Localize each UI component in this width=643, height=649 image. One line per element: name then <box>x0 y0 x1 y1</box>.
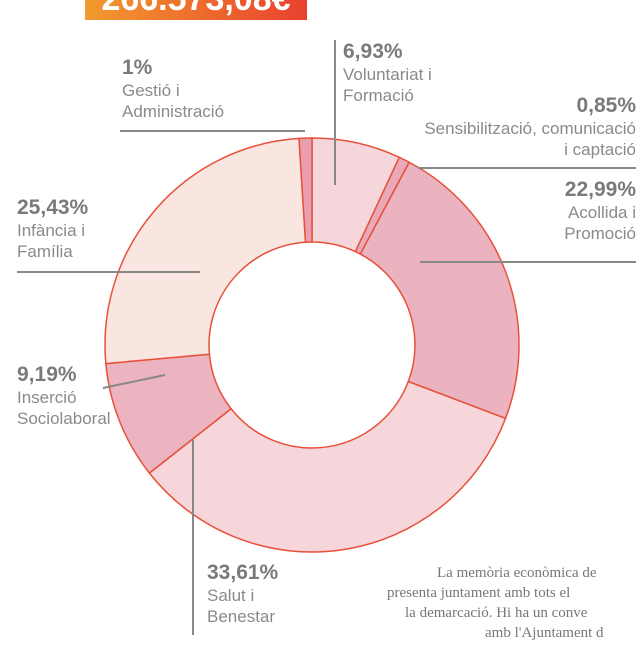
category: Sensibilització, comunicació i captació <box>424 119 636 159</box>
percent: 1% <box>122 56 153 79</box>
category: Gestió i Administració <box>122 81 225 121</box>
percent: 22,99% <box>564 178 636 201</box>
slice-label: 1% Gestió i Administració <box>122 56 252 122</box>
note-line: presenta juntament amb tots el <box>387 585 571 601</box>
note-line: la demarcació. Hi ha un conve <box>405 605 588 621</box>
percent: 0,85% <box>576 94 636 117</box>
slice <box>148 380 507 553</box>
percent: 6,93% <box>343 40 403 63</box>
slice-label: 22,99% Acollida i Promoció <box>516 178 636 244</box>
percent: 25,43% <box>17 196 89 219</box>
slice <box>104 137 307 365</box>
category: Inserció Sociolaboral <box>17 388 111 428</box>
slice <box>359 161 520 420</box>
category: Infància i Família <box>17 221 86 261</box>
title: 266.573,08€ <box>85 0 307 20</box>
note-line: amb l'Ajuntament d <box>485 625 604 641</box>
percent: 33,61% <box>207 561 279 584</box>
category: Salut i Benestar <box>207 586 276 626</box>
slice <box>298 137 313 243</box>
leader-lines <box>17 40 636 635</box>
slice-label: 6,93% Voluntariat i Formació <box>343 40 463 106</box>
category: Voluntariat i Formació <box>343 65 432 105</box>
slice-label: 25,43% Infància i Família <box>17 196 107 262</box>
percent: 9,19% <box>17 363 77 386</box>
slice-label: 33,61% Salut i Benestar <box>207 561 297 627</box>
slices <box>104 137 520 553</box>
slice-label: 9,19% Inserció Sociolaboral <box>17 363 127 429</box>
note-line: La memòria econòmica de <box>437 565 597 581</box>
category: Acollida i Promoció <box>564 203 636 243</box>
slice-label: 0,85% Sensibilització, comunicació i cap… <box>420 94 636 160</box>
leader-line <box>102 374 166 389</box>
